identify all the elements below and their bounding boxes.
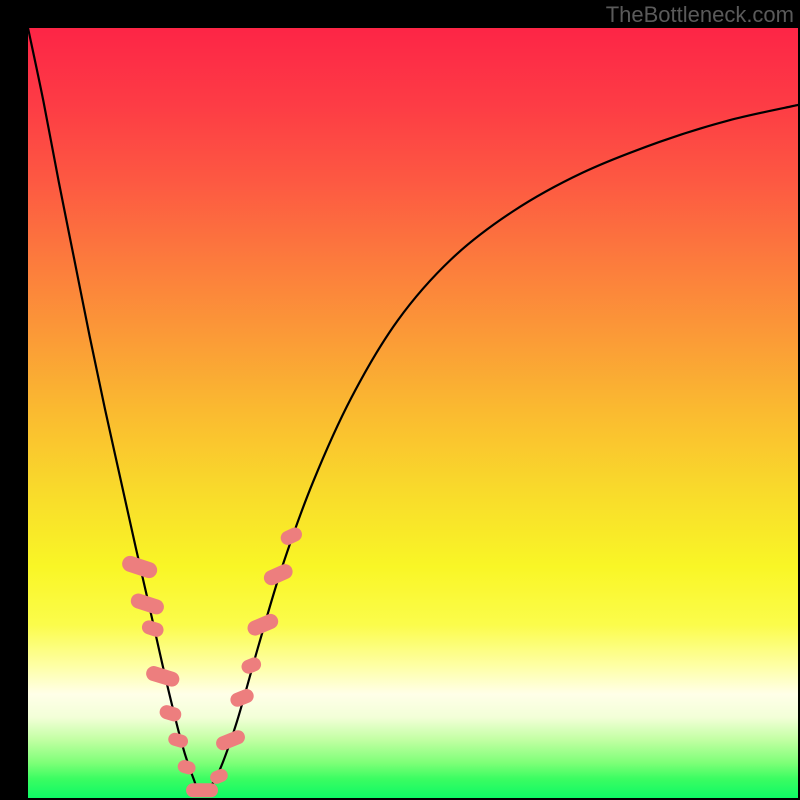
chart-container: TheBottleneck.com (0, 0, 800, 800)
plot-area (28, 28, 798, 798)
plot-svg (28, 28, 798, 798)
watermark-text: TheBottleneck.com (606, 2, 794, 28)
gradient-background (28, 28, 798, 798)
curve-marker (186, 783, 218, 797)
